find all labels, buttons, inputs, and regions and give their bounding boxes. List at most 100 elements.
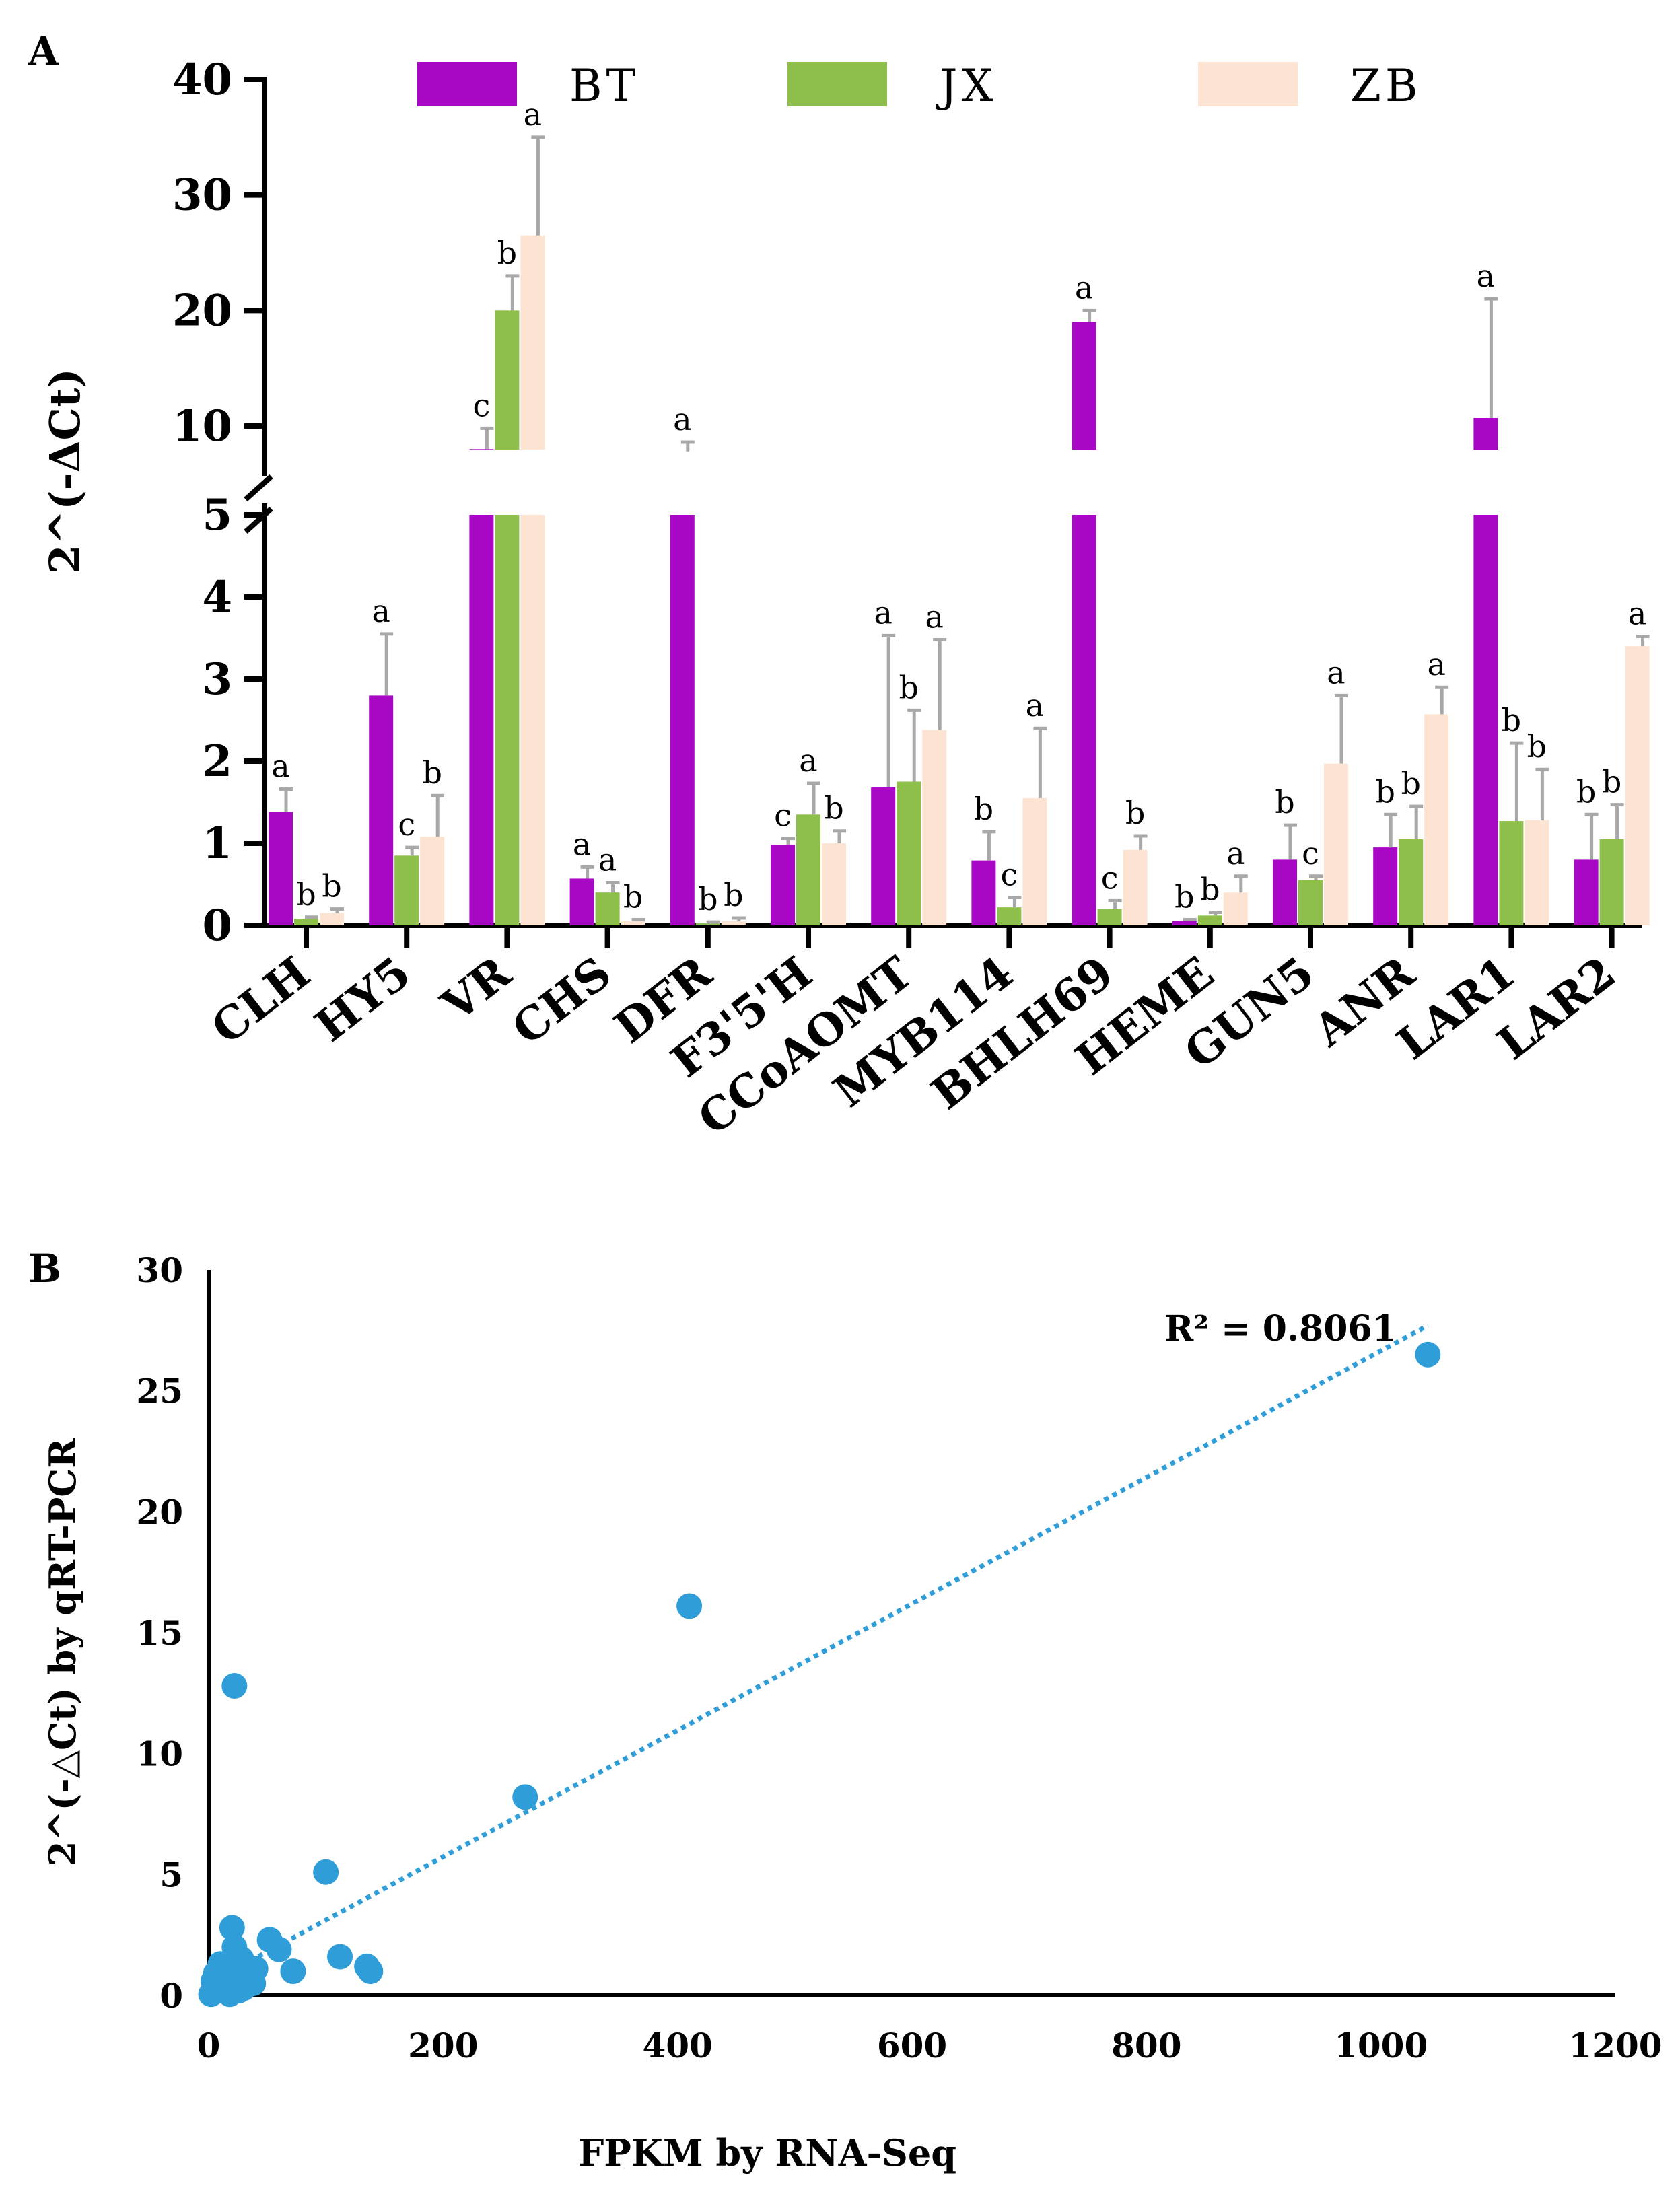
significance-letter: b	[296, 876, 316, 913]
x-tick-label: 400	[642, 2026, 712, 2065]
significance-letter: c	[1302, 835, 1319, 872]
category-label-clh: CLH	[202, 946, 320, 1055]
panel-b-axes	[207, 1270, 1615, 1997]
legend-label-zb: ZB	[1350, 60, 1422, 112]
bar-zb-f3-5-h	[822, 843, 846, 925]
significance-letter: a	[1628, 596, 1646, 632]
y-tick-label: 10	[172, 401, 232, 452]
scatter-point	[219, 1915, 245, 1941]
bar-zb-bhlh69	[1123, 849, 1148, 925]
significance-letter: c	[1001, 857, 1018, 893]
panel-a-error-bars	[279, 135, 1650, 924]
legend-label-jx: JX	[936, 60, 997, 112]
bar-bt-lar1-upper	[1473, 417, 1498, 450]
bar-jx-gun5	[1298, 880, 1323, 925]
bar-bt-chs	[569, 878, 594, 925]
x-tick-label: 200	[408, 2026, 478, 2065]
bar-jx-vr	[495, 515, 520, 925]
y-tick-label: 5	[160, 1855, 183, 1894]
bar-jx-bhlh69	[1097, 909, 1122, 925]
bar-zb-myb114	[1022, 797, 1047, 925]
significance-letter: a	[1226, 835, 1245, 872]
y-tick-label: 30	[172, 170, 232, 221]
bar-jx-myb114	[997, 907, 1022, 925]
bar-jx-lar2	[1599, 839, 1624, 925]
scatter-point	[357, 1958, 384, 1985]
significance-letter: b	[724, 877, 743, 913]
bar-zb-clh	[320, 913, 344, 925]
scatter-point	[228, 1960, 254, 1987]
panel-b: B 2^(-△Ct) by qRT-PCR FPKM by RNA-Seq 0 2…	[28, 1246, 1663, 2174]
scatter-point	[327, 1944, 353, 1970]
trendline	[207, 1323, 1429, 1986]
legend-swatch-zb	[1198, 62, 1298, 106]
bar-jx-anr	[1399, 839, 1424, 925]
bar-bt-dfr	[670, 515, 695, 925]
scatter-point	[1415, 1341, 1441, 1368]
significance-letter: c	[1101, 859, 1119, 896]
y-tick-label: 25	[136, 1372, 183, 1411]
bar-bt-bhlh69	[1072, 515, 1096, 925]
bar-zb-hy5	[420, 837, 445, 925]
bar-zb-vr-upper	[520, 235, 545, 450]
x-tick-label: 1200	[1568, 2026, 1662, 2065]
significance-letter: a	[799, 742, 817, 779]
bar-jx-hy5	[394, 855, 419, 925]
significance-letter: b	[1401, 765, 1420, 802]
bar-bt-bhlh69-upper	[1072, 322, 1096, 450]
significance-letter: a	[1477, 258, 1495, 294]
bar-zb-anr	[1424, 714, 1449, 925]
significance-letter: b	[1576, 773, 1596, 810]
bar-zb-ccoaomt	[922, 730, 947, 925]
y-tick-label: 10	[136, 1734, 183, 1774]
significance-letter: a	[598, 842, 617, 878]
significance-letter: b	[1375, 773, 1395, 810]
significance-letter: c	[774, 797, 792, 834]
category-label-chs: CHS	[502, 946, 621, 1055]
significance-letter: c	[473, 387, 491, 423]
bar-bt-anr	[1373, 847, 1398, 925]
scatter-point	[206, 1963, 232, 1989]
x-tick-label: 800	[1111, 2026, 1181, 2065]
significance-letter: a	[925, 598, 943, 635]
significance-letter: a	[573, 826, 591, 862]
bar-jx-clh	[294, 919, 318, 925]
axis-break-mark	[244, 507, 273, 534]
bar-bt-heme	[1172, 921, 1197, 925]
y-tick-label: 2	[202, 736, 232, 787]
panel-a-legend: BT JX ZB	[417, 60, 1422, 112]
bar-zb-heme	[1223, 892, 1248, 925]
scatter-point	[313, 1859, 339, 1885]
bar-zb-dfr	[721, 921, 746, 925]
significance-letter: b	[1275, 784, 1294, 820]
significance-letter: b	[1200, 871, 1220, 907]
significance-letter: b	[322, 868, 341, 904]
bar-zb-lar1	[1525, 820, 1549, 925]
scatter-point	[221, 1673, 248, 1699]
bar-zb-chs	[621, 921, 645, 925]
bar-bt-lar2	[1574, 859, 1599, 925]
panel-b-trendline	[207, 1323, 1429, 1986]
y-tick-label: 0	[202, 900, 232, 951]
significance-letter: b	[974, 791, 993, 827]
bar-zb-gun5	[1324, 763, 1348, 925]
significance-letter: a	[524, 96, 542, 133]
significance-letter: b	[1502, 702, 1521, 738]
bar-zb-lar2	[1625, 646, 1650, 925]
y-tick-label: 20	[136, 1492, 183, 1532]
x-tick-label: 600	[877, 2026, 947, 2065]
significance-letter: b	[422, 754, 442, 791]
bar-bt-vr-upper	[469, 449, 494, 450]
y-tick-label: 4	[202, 572, 232, 623]
scatter-point	[512, 1784, 538, 1810]
legend-label-bt: BT	[569, 60, 640, 112]
bar-bt-vr	[469, 515, 494, 925]
significance-letter: a	[673, 401, 691, 437]
category-label-hy5: HY5	[306, 946, 420, 1052]
significance-letter: b	[698, 881, 718, 917]
significance-letter: b	[1527, 728, 1547, 765]
panel-b-r2-label: R² = 0.8061	[1164, 1308, 1397, 1349]
bar-bt-ccoaomt	[871, 787, 896, 925]
category-label-lar2: LAR2	[1488, 946, 1625, 1070]
y-tick-label: 15	[136, 1613, 183, 1653]
